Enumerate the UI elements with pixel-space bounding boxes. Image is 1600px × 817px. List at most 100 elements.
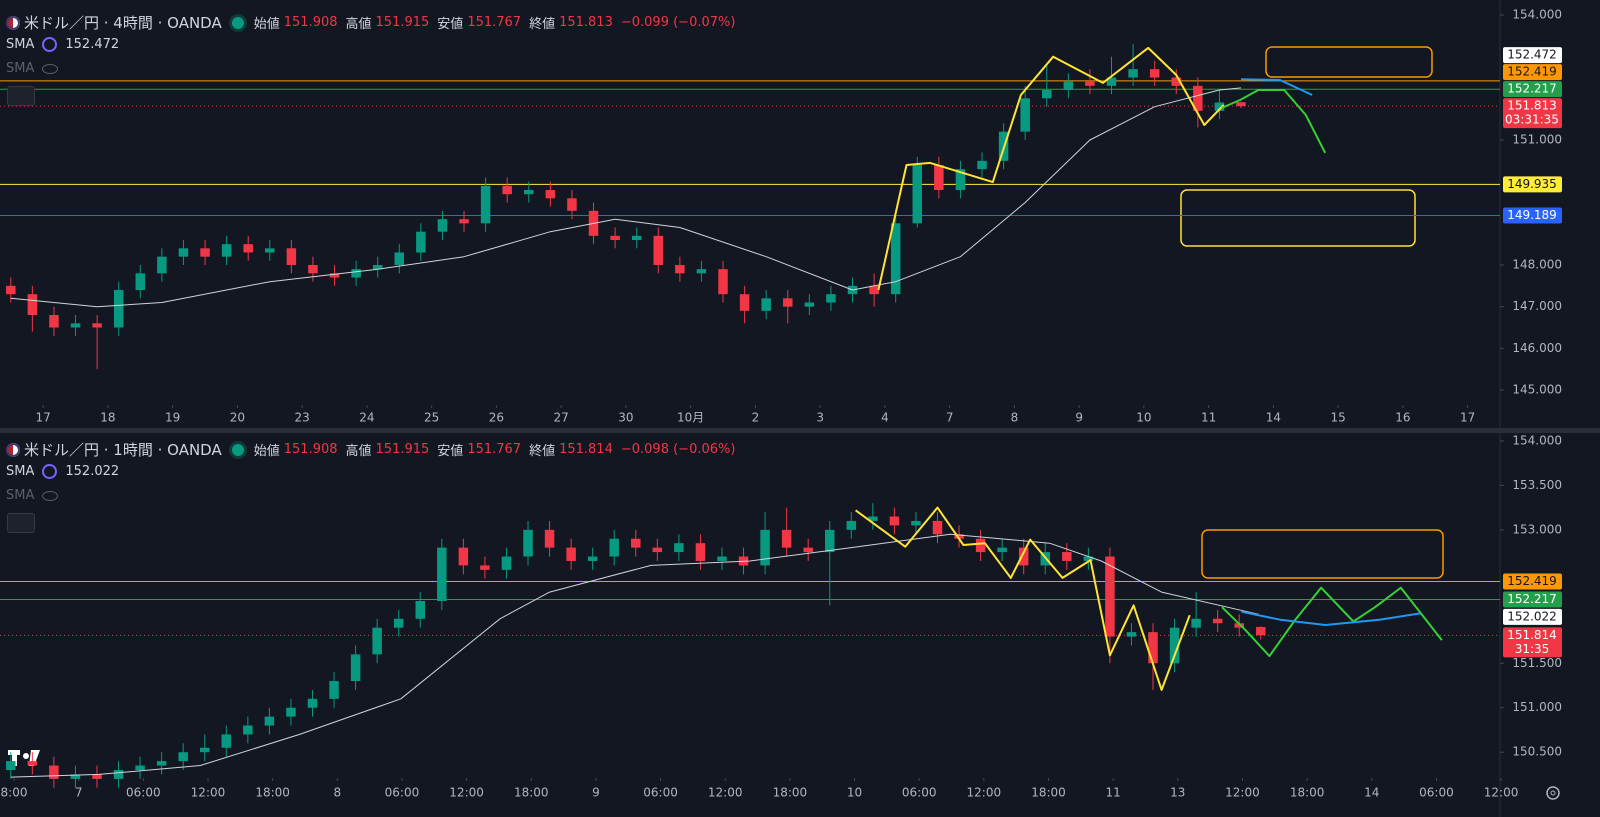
trend-drawing xyxy=(1221,586,1443,658)
candle-body xyxy=(975,538,986,553)
candle-body xyxy=(372,627,382,655)
symbol-flag xyxy=(6,15,20,30)
sma-line xyxy=(10,87,1242,308)
indicator-row: SMA xyxy=(6,488,62,503)
candle-body xyxy=(868,516,878,521)
y-tick-label: 147.000 xyxy=(1512,299,1562,313)
candle-body xyxy=(221,244,232,257)
candle-body xyxy=(286,707,296,717)
candle-body xyxy=(718,269,728,295)
price-label: 151.814 xyxy=(1507,628,1557,642)
symbol-name: 米ドル／円 · 4時間 · OANDA xyxy=(24,14,222,32)
candle-body xyxy=(1212,618,1223,624)
x-tick-label: 2 xyxy=(752,411,760,425)
candle-body xyxy=(1191,618,1201,628)
candle-body xyxy=(350,654,361,682)
candle-body xyxy=(157,256,167,274)
price-label: 149.189 xyxy=(1507,208,1557,222)
x-tick-label: 30 xyxy=(618,411,633,425)
candle-body xyxy=(1063,81,1074,90)
price-label-bg xyxy=(1503,98,1562,129)
candle-body xyxy=(308,265,318,274)
candle-body xyxy=(394,252,405,265)
candle-body xyxy=(416,231,426,253)
candle-body xyxy=(480,565,490,570)
candle-body xyxy=(264,716,275,726)
candle-body xyxy=(739,294,750,311)
x-tick-label: 25 xyxy=(424,411,439,425)
candle-body xyxy=(609,538,619,557)
x-tick-label: 18 xyxy=(100,411,115,425)
price-change: −0.099 (−0.07%) xyxy=(620,15,736,30)
x-tick-label: 17 xyxy=(1460,411,1475,425)
zone-box xyxy=(1265,46,1433,78)
ohlc-label: 始値 xyxy=(253,444,280,459)
price-label-bg xyxy=(1503,573,1562,590)
symbol-name: 米ドル／円 · 1時間 · OANDA xyxy=(24,441,222,459)
candle-body xyxy=(545,190,556,199)
candle-body xyxy=(846,520,857,530)
x-tick-label: 18:00 xyxy=(1290,786,1325,800)
collapse-button[interactable] xyxy=(7,86,35,106)
x-tick-label: 24 xyxy=(359,411,374,425)
settings-icon[interactable] xyxy=(1546,786,1560,800)
zone-box xyxy=(1201,529,1444,579)
trend-drawing xyxy=(1240,78,1313,96)
candle-body xyxy=(675,265,685,274)
x-tick-label: 17 xyxy=(36,411,51,425)
x-tick-label: 06:00 xyxy=(643,786,678,800)
legend-row: 米ドル／円 · 4時間 · OANDA 始値 151.908 高値 151.915 安値 1… xyxy=(6,12,739,33)
collapse-button[interactable] xyxy=(7,513,35,533)
sma-line xyxy=(10,533,1259,778)
candle-body xyxy=(1105,556,1115,637)
candle-body xyxy=(1148,632,1158,664)
candle-body xyxy=(524,190,534,195)
candle-body xyxy=(92,774,102,779)
price-label-bg xyxy=(1503,47,1562,64)
zone-box xyxy=(1180,189,1416,247)
y-tick-label: 154.000 xyxy=(1512,8,1562,22)
candle-body xyxy=(6,761,16,770)
candle-body xyxy=(1083,556,1094,561)
x-tick-label: 11 xyxy=(1106,786,1121,800)
candle-body xyxy=(781,529,792,548)
y-tick-label: 145.000 xyxy=(1512,383,1562,397)
trend-drawing xyxy=(877,46,1225,291)
candle-body xyxy=(329,273,340,278)
x-tick-label: 10 xyxy=(847,786,862,800)
x-tick-label: 3 xyxy=(816,411,824,425)
y-tick-label: 146.000 xyxy=(1512,341,1562,355)
candle-body xyxy=(631,538,641,548)
candle-body xyxy=(502,185,512,195)
x-tick-label: 23 xyxy=(295,411,310,425)
ohlc-value: 151.767 xyxy=(467,442,522,457)
candle-body xyxy=(135,273,146,290)
ohlc-value: 151.767 xyxy=(467,15,522,30)
candle-body xyxy=(459,219,469,224)
x-tick-label: 8 xyxy=(333,786,341,800)
ohlc-value: 151.908 xyxy=(283,442,338,457)
y-tick-label: 150.500 xyxy=(1512,745,1562,759)
candle-body xyxy=(1042,90,1052,99)
candle-body xyxy=(934,165,944,190)
x-tick-label: 10月 xyxy=(677,411,704,425)
x-tick-label: 12:00 xyxy=(1484,786,1519,800)
indicator-row: SMA 152.472 xyxy=(6,37,119,52)
trend-drawing xyxy=(1221,89,1327,154)
price-label: 152.217 xyxy=(1507,592,1557,606)
x-tick-label: 7 xyxy=(75,786,83,800)
x-tick-label: 12:00 xyxy=(449,786,484,800)
hidden-icon xyxy=(42,63,59,74)
indicator-row: SMA 152.022 xyxy=(6,464,119,479)
x-tick-label: 18:00 xyxy=(255,786,290,800)
candle-body xyxy=(825,529,835,553)
candle-body xyxy=(1171,77,1182,86)
candle-body xyxy=(70,774,81,779)
candle-body xyxy=(955,169,966,190)
indicator-icon xyxy=(42,37,58,52)
candle-body xyxy=(200,747,210,753)
price-label: 152.419 xyxy=(1507,574,1557,588)
candle-body xyxy=(92,323,102,328)
candle-body xyxy=(587,556,598,561)
